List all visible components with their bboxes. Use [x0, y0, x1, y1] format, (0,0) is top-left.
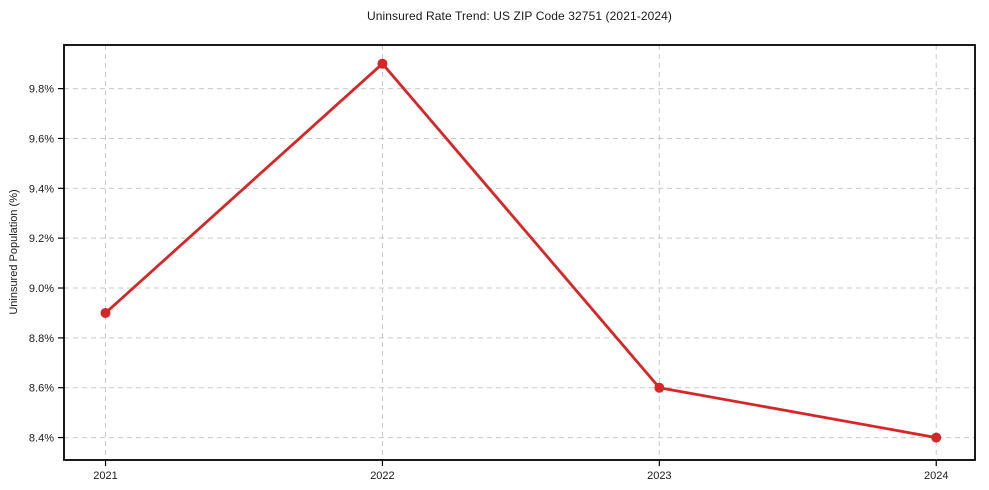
x-tick-label: 2022	[370, 470, 394, 482]
y-tick-label: 9.6%	[29, 133, 54, 145]
plot-border	[63, 44, 976, 461]
y-tick-label: 9.4%	[29, 183, 54, 195]
data-point-marker	[377, 58, 388, 69]
data-point-marker	[931, 432, 942, 443]
y-tick-label: 9.8%	[29, 84, 54, 96]
y-tick-label: 8.6%	[29, 383, 54, 395]
y-tick-label: 8.8%	[29, 333, 54, 345]
y-tick-label: 8.4%	[29, 433, 54, 445]
x-tick-label: 2024	[924, 470, 948, 482]
y-tick-label: 9.0%	[29, 283, 54, 295]
chart-title: Uninsured Rate Trend: US ZIP Code 32751 …	[366, 9, 673, 23]
x-tick-label: 2021	[93, 470, 117, 482]
data-point-marker	[100, 307, 111, 318]
x-tick-label: 2023	[647, 470, 671, 482]
data-point-marker	[654, 382, 665, 393]
trend-line	[104, 62, 938, 439]
y-tick-label: 9.2%	[29, 233, 54, 245]
